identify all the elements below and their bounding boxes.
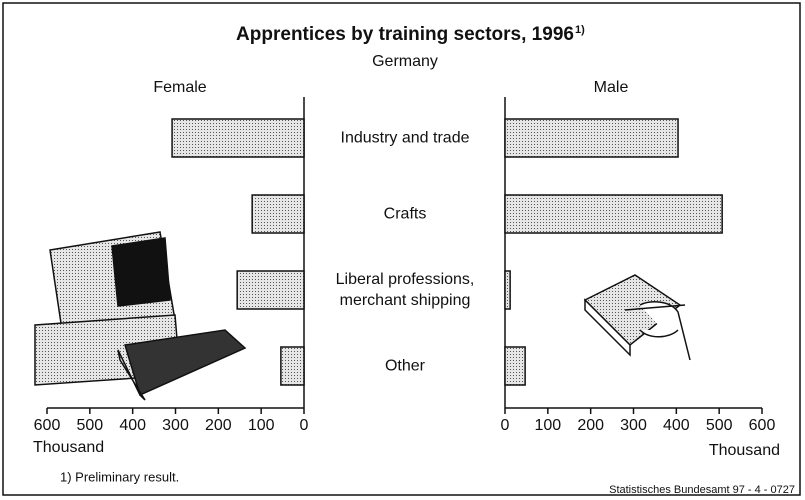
computer-icon bbox=[34, 231, 247, 401]
x-tick-label: 300 bbox=[162, 417, 189, 434]
source: Statistisches Bundesamt 97 - 4 - 0727 bbox=[609, 484, 795, 496]
category-label: Other bbox=[384, 357, 425, 375]
category-label: Crafts bbox=[383, 205, 427, 223]
writing-icon bbox=[583, 274, 691, 361]
title-note: 1) bbox=[575, 24, 585, 36]
bar bbox=[236, 270, 305, 310]
x-tick-label: 100 bbox=[534, 417, 561, 434]
category-label: Industry and trade bbox=[340, 129, 470, 147]
bar bbox=[504, 346, 526, 386]
x-tick-label: 400 bbox=[663, 417, 690, 434]
category-label: Liberal professions, merchant shipping bbox=[335, 271, 475, 309]
x-tick-label: 600 bbox=[749, 417, 776, 434]
chart-title: Apprentices by training sectors, 1996 bbox=[236, 24, 574, 45]
bar bbox=[251, 194, 305, 234]
bar bbox=[504, 270, 511, 310]
x-tick-label: 100 bbox=[248, 417, 275, 434]
x-tick-label: 0 bbox=[501, 417, 510, 434]
bar bbox=[504, 194, 723, 234]
x-tick-label: 200 bbox=[205, 417, 232, 434]
subtitle: Germany bbox=[372, 53, 438, 70]
bar bbox=[504, 118, 679, 158]
footnote: 1) Preliminary result. bbox=[60, 469, 179, 484]
series-label: Female bbox=[153, 79, 206, 96]
x-tick-label: 200 bbox=[577, 417, 604, 434]
x-tick-label: 400 bbox=[119, 417, 146, 434]
x-tick-label: 600 bbox=[34, 417, 61, 434]
x-tick-label: 0 bbox=[300, 417, 309, 434]
x-tick-label: 500 bbox=[706, 417, 733, 434]
series-label: Male bbox=[594, 79, 629, 96]
x-axis-label: Thousand bbox=[33, 439, 104, 456]
bar bbox=[171, 118, 305, 158]
x-tick-label: 500 bbox=[76, 417, 103, 434]
bar bbox=[280, 346, 305, 386]
x-tick-label: 300 bbox=[620, 417, 647, 434]
x-axis-label: Thousand bbox=[709, 442, 780, 459]
